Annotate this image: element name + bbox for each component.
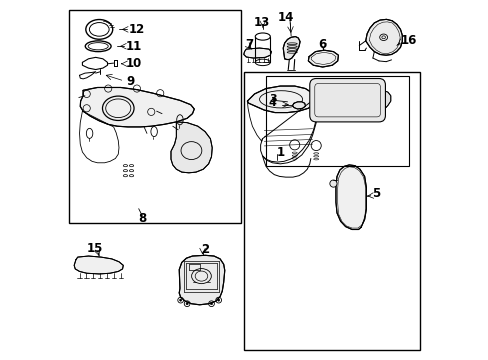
Polygon shape xyxy=(308,50,338,67)
Text: 8: 8 xyxy=(139,212,147,225)
Polygon shape xyxy=(244,48,271,58)
Bar xyxy=(244,72,419,350)
Polygon shape xyxy=(292,102,305,109)
Text: 11: 11 xyxy=(126,40,142,53)
Circle shape xyxy=(179,299,182,301)
Bar xyxy=(265,76,408,166)
Polygon shape xyxy=(80,87,194,127)
Polygon shape xyxy=(335,165,366,229)
Text: 15: 15 xyxy=(86,242,103,255)
Polygon shape xyxy=(365,19,402,55)
Text: 3: 3 xyxy=(268,94,276,104)
Text: 5: 5 xyxy=(371,187,379,200)
Polygon shape xyxy=(171,122,212,173)
Text: 9: 9 xyxy=(126,75,134,87)
Text: 1: 1 xyxy=(276,145,285,158)
Polygon shape xyxy=(378,90,390,113)
Polygon shape xyxy=(74,256,123,274)
Text: 2: 2 xyxy=(201,243,208,256)
Text: 4: 4 xyxy=(268,98,276,108)
Text: 14: 14 xyxy=(277,12,293,24)
Polygon shape xyxy=(179,255,224,305)
FancyBboxPatch shape xyxy=(309,78,385,122)
Text: 6: 6 xyxy=(318,38,326,51)
Bar xyxy=(69,10,241,223)
Circle shape xyxy=(210,303,212,305)
Text: 13: 13 xyxy=(253,16,269,29)
Text: 16: 16 xyxy=(400,33,416,47)
Polygon shape xyxy=(247,86,315,113)
Polygon shape xyxy=(283,37,300,59)
Circle shape xyxy=(185,303,188,305)
Circle shape xyxy=(217,299,219,301)
Circle shape xyxy=(329,180,336,187)
Text: 10: 10 xyxy=(126,57,142,70)
Text: 12: 12 xyxy=(129,23,145,36)
Text: 7: 7 xyxy=(244,38,253,51)
